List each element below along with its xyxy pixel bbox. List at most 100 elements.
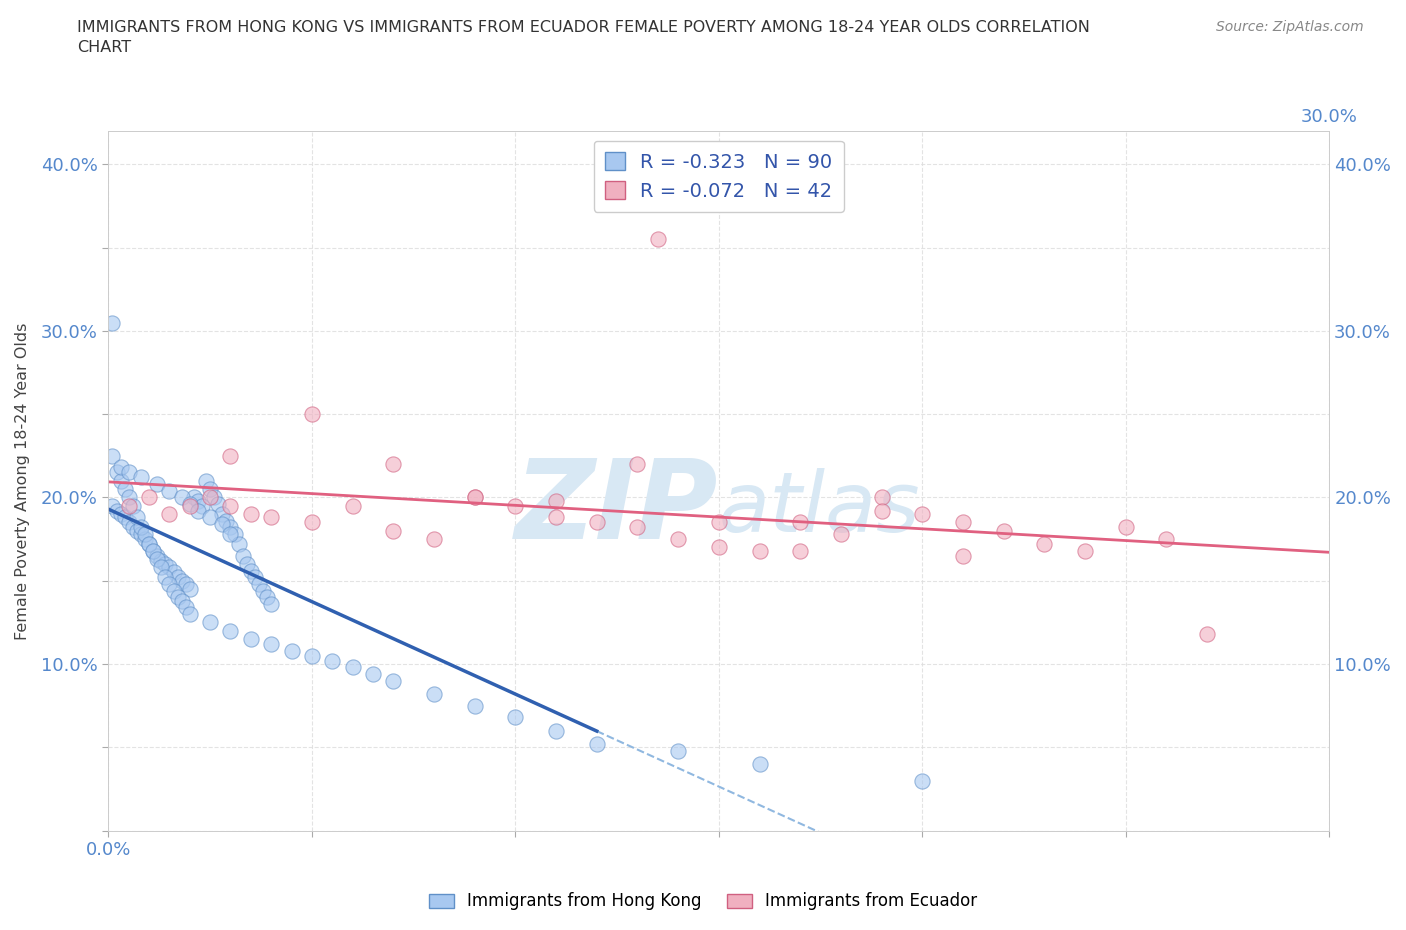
Point	[707, 515, 730, 530]
Point	[125, 524, 148, 538]
Point	[952, 515, 974, 530]
Point	[911, 507, 934, 522]
Y-axis label: Female Poverty Among 18-24 Year Olds: Female Poverty Among 18-24 Year Olds	[15, 322, 30, 640]
Point	[260, 637, 283, 652]
Point	[179, 581, 201, 596]
Point	[125, 510, 148, 525]
Point	[114, 510, 136, 525]
Point	[544, 510, 567, 525]
Point	[183, 490, 205, 505]
Point	[707, 540, 730, 555]
Point	[423, 532, 446, 547]
Point	[260, 510, 283, 525]
Point	[105, 465, 128, 480]
Point	[155, 557, 177, 572]
Point	[170, 593, 193, 608]
Point	[239, 507, 262, 522]
Point	[626, 520, 648, 535]
Point	[666, 532, 689, 547]
Point	[114, 482, 136, 497]
Point	[239, 564, 262, 578]
Point	[342, 498, 364, 513]
Point	[211, 507, 233, 522]
Point	[202, 490, 225, 505]
Point	[118, 465, 141, 480]
Point	[464, 490, 486, 505]
Point	[150, 560, 173, 575]
Point	[110, 507, 132, 522]
Point	[544, 724, 567, 738]
Point	[228, 537, 250, 551]
Point	[138, 537, 160, 551]
Text: Source: ZipAtlas.com: Source: ZipAtlas.com	[1216, 20, 1364, 34]
Point	[911, 774, 934, 789]
Point	[191, 498, 214, 513]
Point	[179, 498, 201, 513]
Point	[219, 520, 242, 535]
Point	[101, 448, 124, 463]
Point	[179, 497, 201, 512]
Point	[138, 490, 160, 505]
Point	[159, 484, 181, 498]
Point	[215, 513, 238, 528]
Point	[198, 615, 221, 630]
Point	[118, 498, 141, 513]
Point	[361, 667, 384, 682]
Point	[382, 673, 405, 688]
Text: atlas: atlas	[718, 469, 921, 550]
Point	[142, 543, 165, 558]
Point	[129, 526, 152, 541]
Point	[170, 490, 193, 505]
Point	[121, 520, 143, 535]
Point	[118, 490, 141, 505]
Point	[174, 600, 197, 615]
Point	[219, 498, 242, 513]
Point	[993, 524, 1015, 538]
Text: IMMIGRANTS FROM HONG KONG VS IMMIGRANTS FROM ECUADOR FEMALE POVERTY AMONG 18-24 : IMMIGRANTS FROM HONG KONG VS IMMIGRANTS …	[77, 20, 1090, 35]
Point	[121, 498, 143, 513]
Point	[301, 406, 323, 421]
Point	[1197, 627, 1219, 642]
Point	[207, 497, 229, 512]
Point	[1033, 537, 1056, 551]
Legend: R = -0.323   N = 90, R = -0.072   N = 42: R = -0.323 N = 90, R = -0.072 N = 42	[593, 140, 844, 212]
Point	[110, 460, 132, 475]
Point	[219, 526, 242, 541]
Point	[423, 686, 446, 701]
Point	[247, 577, 270, 591]
Point	[666, 743, 689, 758]
Point	[232, 549, 254, 564]
Point	[198, 482, 221, 497]
Point	[118, 515, 141, 530]
Point	[505, 498, 527, 513]
Point	[166, 590, 188, 604]
Point	[789, 515, 811, 530]
Point	[464, 698, 486, 713]
Point	[342, 660, 364, 675]
Point	[146, 477, 169, 492]
Point	[748, 543, 770, 558]
Point	[748, 757, 770, 772]
Point	[647, 232, 669, 246]
Point	[179, 606, 201, 621]
Point	[146, 549, 169, 564]
Point	[195, 473, 218, 488]
Point	[134, 526, 156, 541]
Point	[789, 543, 811, 558]
Point	[260, 597, 283, 612]
Point	[464, 490, 486, 505]
Point	[252, 583, 274, 598]
Point	[321, 654, 343, 669]
Point	[162, 565, 184, 580]
Point	[870, 490, 893, 505]
Point	[870, 503, 893, 518]
Point	[224, 526, 246, 541]
Point	[382, 457, 405, 472]
Point	[301, 648, 323, 663]
Point	[211, 517, 233, 532]
Point	[142, 543, 165, 558]
Point	[239, 631, 262, 646]
Point	[159, 560, 181, 575]
Point	[129, 470, 152, 485]
Point	[505, 710, 527, 724]
